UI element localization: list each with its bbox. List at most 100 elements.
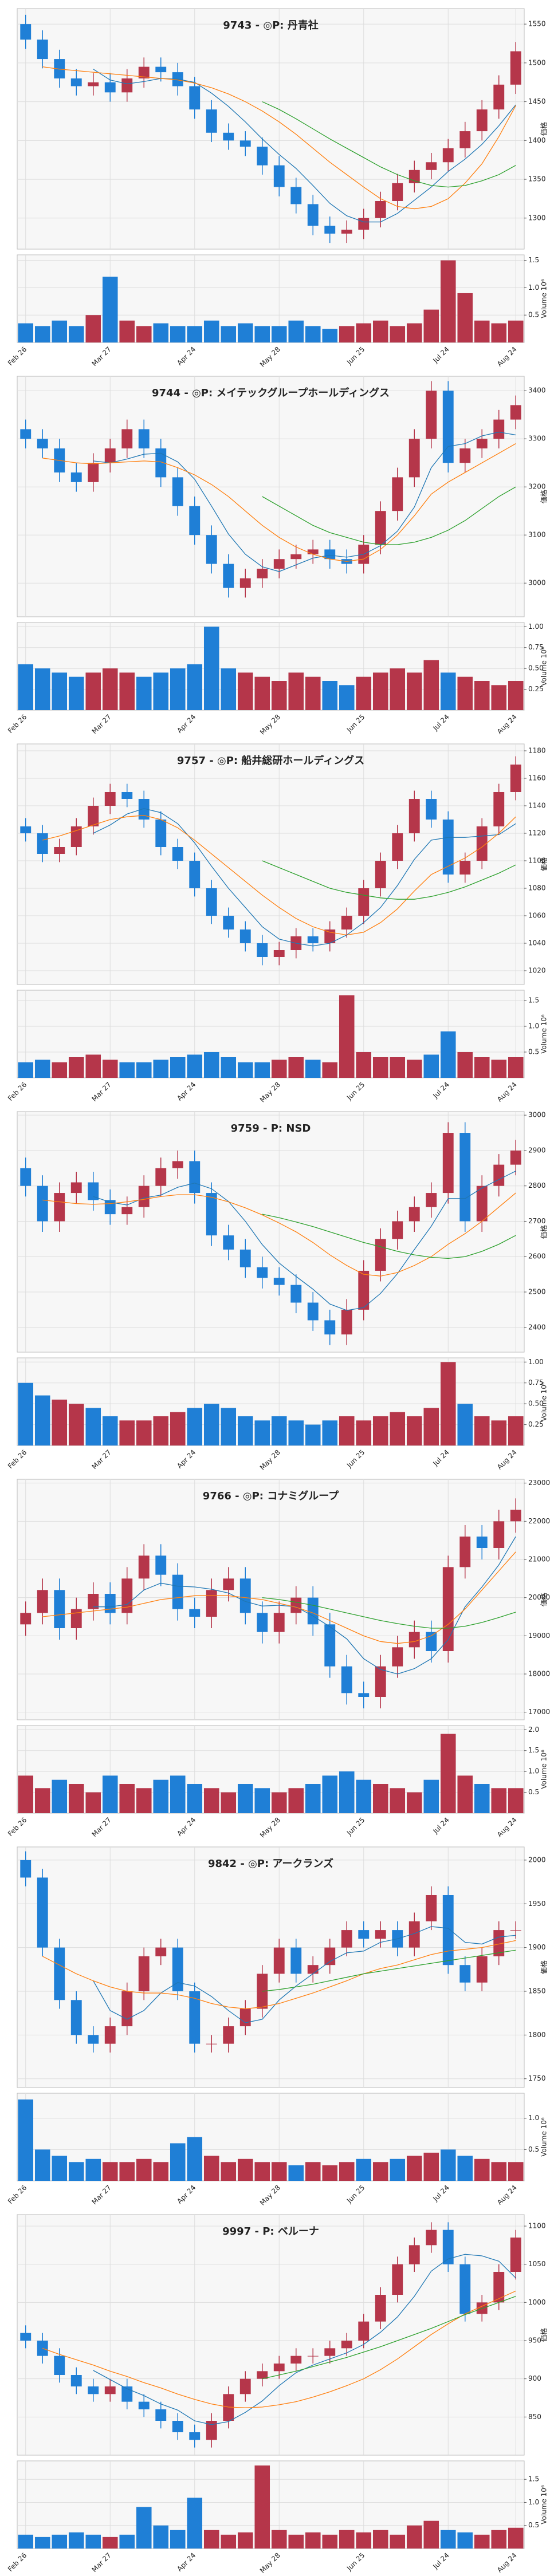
volume-axis-label: Volume 10⁶ [540, 2485, 548, 2524]
x-tick-label: May 28 [258, 1448, 282, 1471]
volume-bar [305, 1059, 321, 1078]
candle-body [375, 2295, 386, 2322]
x-tick-label: Jul 24 [431, 1448, 451, 1468]
volume-bar [237, 323, 253, 342]
y-tick-label: 0.5 [528, 2145, 539, 2153]
chart: 1750 1800 1850 1900 1950 2000 0.5 1.0 Feb 26 Mar … [6, 1846, 548, 2206]
volume-bar [406, 2525, 422, 2549]
volume-bar [491, 1788, 507, 1813]
volume-bar [474, 1057, 490, 1078]
volume-bar [34, 1788, 50, 1813]
y-tick-label: 23000 [528, 1479, 550, 1487]
y-tick-label: 1500 [528, 58, 546, 66]
y-tick-label: 3000 [528, 579, 546, 587]
candle-body [121, 1578, 133, 1613]
volume-bar [52, 672, 68, 710]
candle-body [104, 1594, 116, 1613]
volume-bar [356, 2532, 372, 2549]
volume-bar [406, 2156, 422, 2181]
volume-bar [170, 2530, 186, 2549]
price-panel [17, 8, 525, 250]
y-tick-label: 2500 [528, 1288, 546, 1296]
candle-body [155, 66, 167, 73]
y-axis-label: 価格 [540, 857, 548, 871]
volume-bar [457, 676, 473, 710]
volume-bar [102, 1059, 118, 1078]
volume-bar [170, 1412, 186, 1445]
volume-bar [423, 309, 439, 342]
x-tick-label: Apr 24 [175, 1081, 197, 1102]
candle-body [341, 1309, 352, 1335]
volume-bar [508, 2162, 524, 2181]
x-tick-label: Mar 27 [90, 1816, 112, 1838]
moving-average-line [262, 1214, 516, 1259]
volume-bar [52, 1779, 68, 1813]
volume-bar [85, 1792, 101, 1813]
candle-body [206, 888, 217, 916]
y-tick-label: 1350 [528, 175, 546, 183]
candle-body [493, 84, 505, 110]
volume-bar [356, 1052, 372, 1078]
candle-body [408, 1632, 420, 1648]
y-tick-label: 3200 [528, 483, 546, 491]
candle-body [358, 1693, 370, 1697]
volume-bar [508, 681, 524, 710]
volume-bar [372, 1416, 388, 1445]
candle-body [104, 2026, 116, 2044]
volume-bar [221, 2162, 237, 2181]
volume-bar [390, 1788, 406, 1813]
candle-body [37, 1590, 48, 1613]
candle-body [442, 148, 454, 163]
volume-axis-label: Volume 10⁶ [540, 647, 548, 686]
candle-body [189, 1609, 201, 1617]
candle-body [104, 2386, 116, 2394]
volume-bar [237, 672, 253, 710]
volume-bar [457, 2156, 473, 2181]
candle-body [189, 506, 201, 535]
candle-body [392, 1221, 403, 1239]
volume-bar [237, 2532, 253, 2549]
x-tick-label: Feb 26 [6, 1081, 28, 1102]
candle-body [37, 833, 48, 854]
volume-bar [305, 676, 321, 710]
volume-bar [170, 326, 186, 342]
y-tick-label: 1000 [528, 2298, 546, 2306]
volume-bar [254, 1788, 270, 1813]
candle-body [476, 1956, 488, 1983]
x-tick-label: Feb 26 [6, 713, 28, 735]
moving-average-line [93, 1926, 516, 2023]
candle-body [223, 916, 234, 929]
volume-bar [119, 320, 135, 342]
candle-body [121, 429, 133, 448]
y-axis-label: 価格 [540, 1225, 548, 1239]
candle-body [206, 535, 217, 564]
candle-body [138, 1956, 150, 1991]
candle-body [20, 826, 32, 833]
x-tick-label: Apr 24 [175, 1448, 197, 1470]
volume-bar [221, 2534, 237, 2549]
volume-bar [440, 1031, 456, 1078]
moving-average-line [93, 808, 516, 947]
volume-bar [102, 668, 118, 710]
volume-bar [339, 1771, 355, 1813]
candle-body [358, 888, 370, 916]
candle-body [88, 2386, 99, 2394]
volume-bar [34, 2536, 50, 2549]
chart-title: 9744 - ◎P: メイテックグループホールディングス [152, 387, 390, 399]
candle-body [239, 2378, 251, 2394]
volume-bar [153, 2525, 169, 2549]
volume-bar [440, 672, 456, 710]
volume-bar [440, 2530, 456, 2549]
y-tick-label: 1.5 [528, 996, 539, 1005]
candle-body [54, 847, 65, 854]
candle-body [239, 578, 251, 588]
candle-body [442, 1133, 454, 1194]
volume-bar [187, 2498, 203, 2549]
y-tick-label: 1020 [528, 967, 546, 975]
chart: 1020 1040 1060 1080 1100 1120 1140 1160 1180 0.5 1… [6, 743, 548, 1103]
candle-body [493, 1164, 505, 1186]
volume-bar [187, 664, 203, 710]
volume-bar [85, 1054, 101, 1078]
candle-body [257, 1267, 268, 1278]
volume-bar [119, 672, 135, 710]
